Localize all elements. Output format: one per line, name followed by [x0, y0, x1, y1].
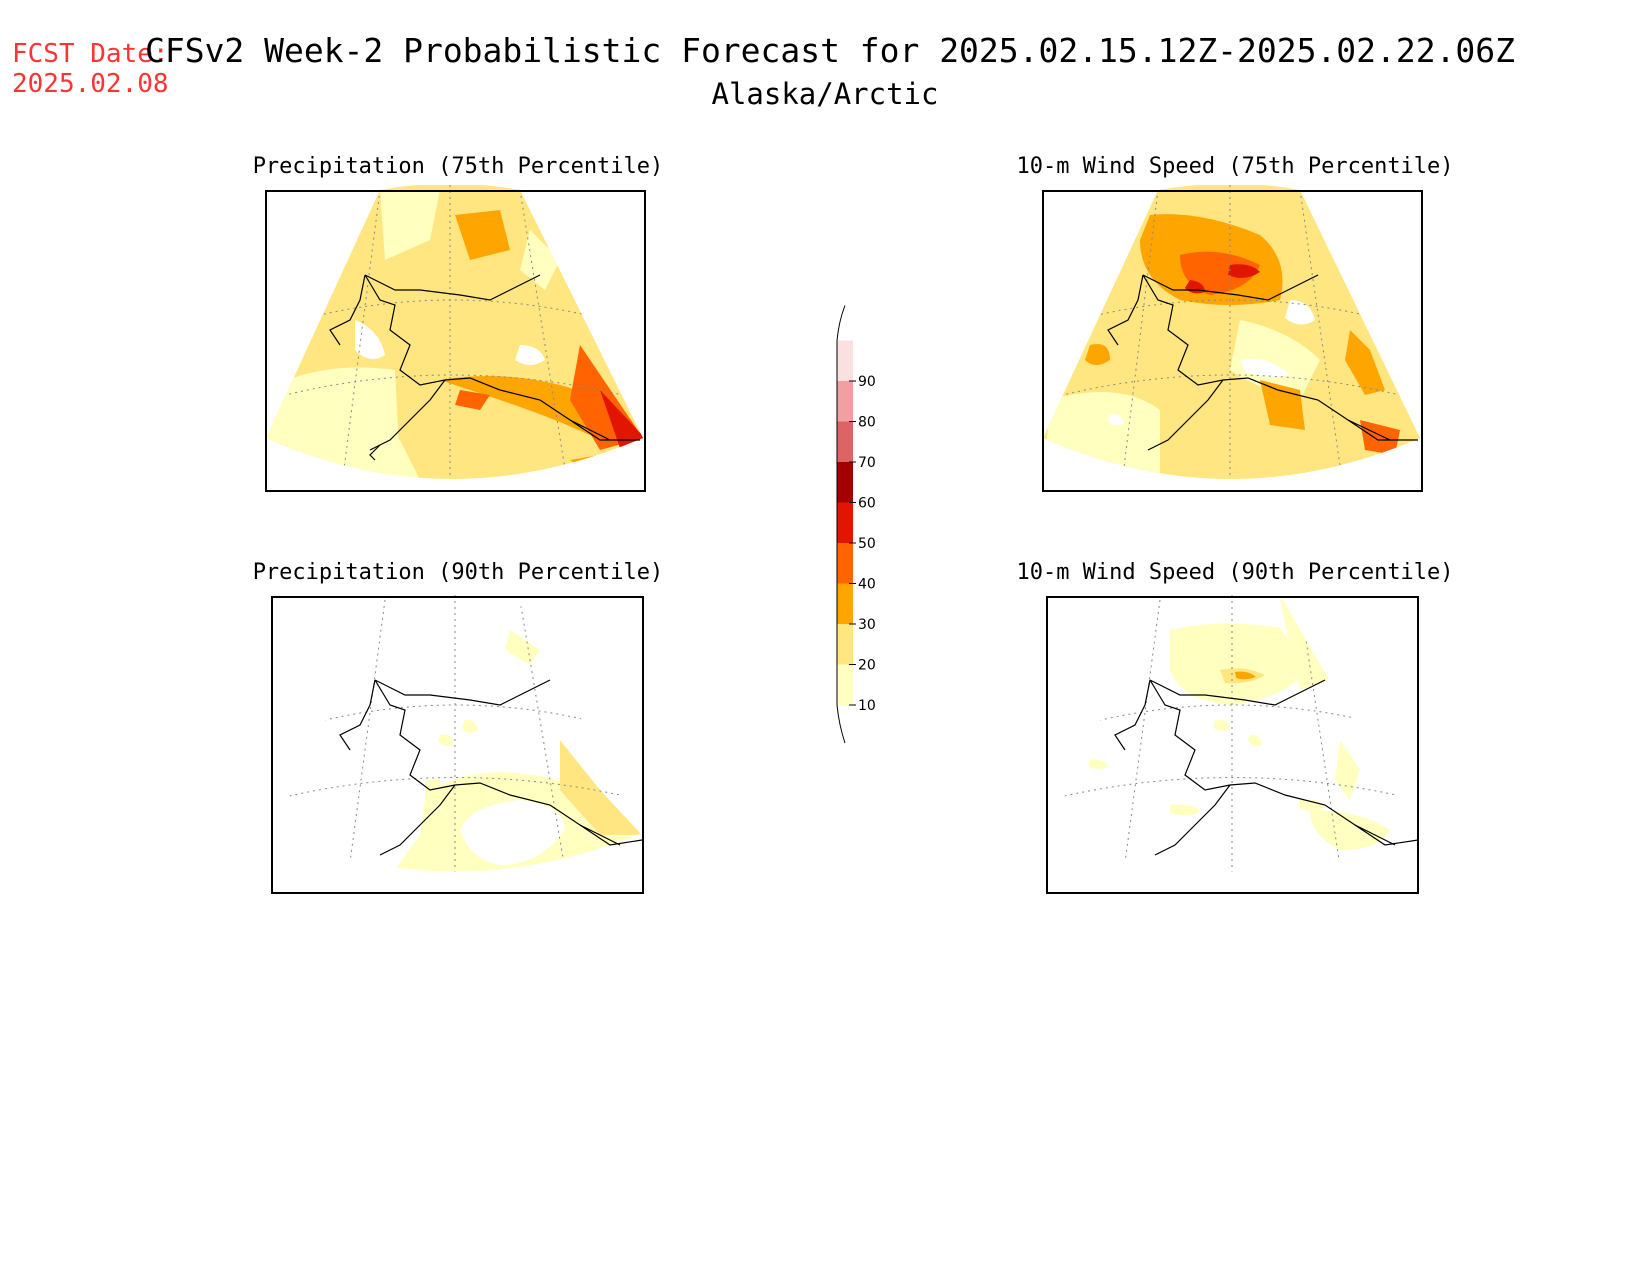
panel-title-precip-90: Precipitation (90th Percentile) [253, 560, 664, 585]
precip-75-frame [265, 190, 646, 492]
wind-75-frame [1042, 190, 1423, 492]
colorbar-bottom-cap [836, 704, 846, 744]
colorbar-swatch-4 [837, 543, 853, 584]
precip-90-shading [272, 595, 642, 872]
fcst-date-label: FCST Date: [12, 39, 169, 69]
colorbar-swatch-5 [837, 502, 853, 543]
precip-75-coastline [329, 274, 640, 461]
colorbar-tick-label: 70 [858, 455, 876, 471]
colorbar-top-cap [836, 305, 846, 341]
fcst-date-value: 2025.02.08 [12, 69, 169, 99]
colorbar-swatch-1 [837, 664, 853, 705]
colorbar-tick-label: 60 [858, 496, 876, 512]
colorbar: 10 20 30 40 50 60 70 80 90 [836, 305, 876, 744]
colorbar-tick-label: 50 [858, 536, 876, 552]
wind-90-coastline [1114, 679, 1419, 856]
map-panel-precip-75 [265, 185, 646, 492]
colorbar-tick-label: 80 [858, 415, 876, 431]
colorbar-swatch-8 [837, 381, 853, 422]
panel-title-wind-75: 10-m Wind Speed (75th Percentile) [1016, 154, 1453, 179]
precip-75-shading [266, 185, 643, 479]
colorbar-tick-label: 20 [858, 658, 876, 674]
page-subtitle: Alaska/Arctic [712, 77, 939, 111]
colorbar-swatch-3 [837, 583, 853, 624]
precip-90-frame [271, 596, 644, 894]
colorbar-swatch-2 [837, 624, 853, 665]
wind-90-shading [1047, 595, 1418, 872]
colorbar-tick-label: 10 [858, 698, 876, 714]
wind-75-shading [1043, 185, 1420, 479]
panel-title-precip-75: Precipitation (75th Percentile) [253, 154, 664, 179]
colorbar-swatch-6 [837, 462, 853, 503]
map-panel-wind-75 [1042, 185, 1423, 492]
wind-75-coastline [1107, 274, 1418, 451]
colorbar-tick-label: 90 [858, 374, 876, 390]
colorbar-swatch-9 [837, 340, 853, 381]
precip-90-coastline [339, 679, 643, 856]
page-title: CFSv2 Week-2 Probabilistic Forecast for … [145, 31, 1515, 70]
map-panel-precip-90 [271, 595, 644, 894]
colorbar-tick-label: 40 [858, 577, 876, 593]
map-panel-wind-90 [1046, 595, 1419, 894]
colorbar-tick-label: 30 [858, 617, 876, 633]
panel-title-wind-90: 10-m Wind Speed (90th Percentile) [1016, 560, 1453, 585]
wind-90-frame [1046, 596, 1419, 894]
colorbar-swatch-7 [837, 421, 853, 462]
